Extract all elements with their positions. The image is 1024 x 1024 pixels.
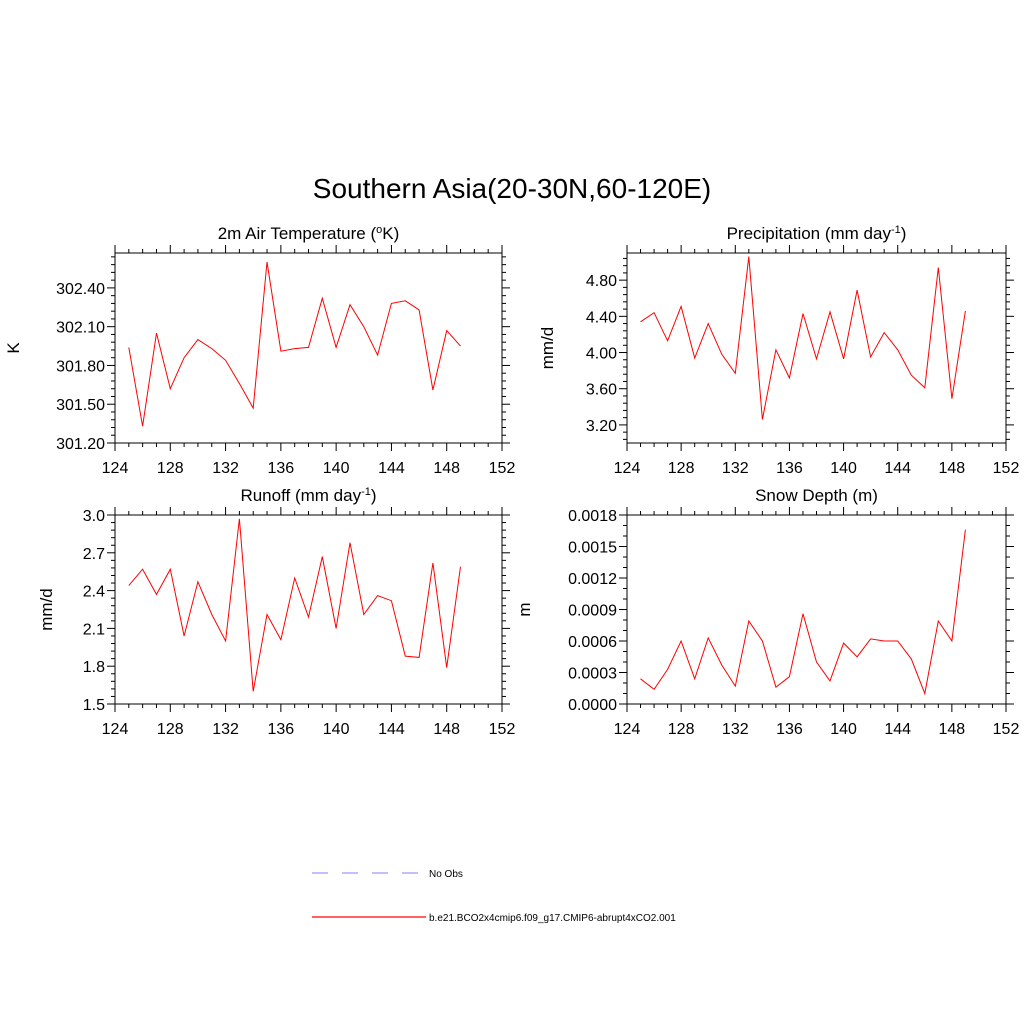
y-tick-label: 4.80 xyxy=(586,273,617,290)
plot-frame xyxy=(626,252,1007,444)
y-tick-label: 301.80 xyxy=(56,358,105,375)
x-tick-label: 148 xyxy=(939,721,966,738)
panel-top-right: 124 128 132 136 140 144 148 152 3.20 3.60 4.00 4.40… xyxy=(538,224,1019,477)
x-tick-label: 148 xyxy=(939,460,966,477)
y-tick-label: 2.7 xyxy=(83,546,105,563)
y-tick-label: 301.50 xyxy=(56,397,105,414)
y-tick-label: 302.40 xyxy=(56,281,105,298)
x-tick-label: 140 xyxy=(323,460,350,477)
x-tick-label: 128 xyxy=(157,460,184,477)
plot-frame xyxy=(626,514,1007,705)
x-tick-label: 144 xyxy=(378,721,405,738)
panel-bottom-right: 124 128 132 136 140 144 148 152 0.0000 0.0003 0.00… xyxy=(515,486,1019,738)
x-tick-label: 124 xyxy=(614,721,641,738)
x-tick-label: 140 xyxy=(323,721,350,738)
x-tick-label: 144 xyxy=(884,721,911,738)
y-axis-label: m xyxy=(515,602,534,616)
x-tick-label: 124 xyxy=(102,721,129,738)
panel-title: Precipitation (mm day-1) xyxy=(727,224,907,243)
y-tick-label: 3.60 xyxy=(586,382,617,399)
x-tick-label: 124 xyxy=(102,460,129,477)
legend-label-no-obs: No Obs xyxy=(429,869,463,880)
x-tick-label: 152 xyxy=(993,460,1020,477)
panels-group: 124 128 132 136 140 144 148 152 301.20 301.50 301.… xyxy=(4,224,1019,738)
x-tick-label: 128 xyxy=(668,460,695,477)
y-tick-label: 0.0003 xyxy=(568,666,617,683)
series-line-model xyxy=(128,518,461,692)
x-tick-label: 148 xyxy=(433,721,460,738)
series-line-model xyxy=(128,261,461,427)
legend-label-model: b.e21.BCO2x4cmip6.f09_g17.CMIP6-abrupt4x… xyxy=(429,913,676,924)
x-tick-label: 144 xyxy=(884,460,911,477)
y-tick-label: 0.0015 xyxy=(568,540,617,557)
x-tick-label: 128 xyxy=(157,721,184,738)
x-tick-label: 132 xyxy=(722,721,749,738)
x-tick-label: 152 xyxy=(489,721,516,738)
y-tick-label: 1.5 xyxy=(83,697,105,714)
series-line-model xyxy=(640,529,966,696)
y-tick-label: 0.0006 xyxy=(568,634,617,651)
y-tick-label: 4.00 xyxy=(586,346,617,363)
y-tick-label: 301.20 xyxy=(56,436,105,453)
x-tick-label: 144 xyxy=(378,460,405,477)
x-tick-label: 136 xyxy=(776,460,803,477)
y-tick-label: 3.20 xyxy=(586,418,617,435)
y-tick-label: 0.0012 xyxy=(568,571,617,588)
x-tick-label: 124 xyxy=(614,460,641,477)
panel-title: 2m Air Temperature (oK) xyxy=(218,224,400,243)
panel-title: Snow Depth (m) xyxy=(755,486,878,505)
y-tick-label: 0.0009 xyxy=(568,603,617,620)
y-axis-label: mm/d xyxy=(538,327,557,370)
y-tick-label: 0.0018 xyxy=(568,508,617,525)
x-tick-label: 140 xyxy=(830,460,857,477)
y-axis-label: K xyxy=(4,342,23,354)
x-tick-label: 132 xyxy=(212,721,239,738)
y-tick-label: 2.1 xyxy=(83,621,105,638)
figure-title: Southern Asia(20-30N,60-120E) xyxy=(313,173,711,204)
panel-title: Runoff (mm day-1) xyxy=(240,486,376,505)
panel-top-left: 124 128 132 136 140 144 148 152 301.20 301.50 301.… xyxy=(4,224,515,477)
x-tick-label: 136 xyxy=(776,721,803,738)
series-line-model xyxy=(640,256,966,420)
legend: No Obs b.e21.BCO2x4cmip6.f09_g17.CMIP6-a… xyxy=(312,869,676,924)
y-axis-label: mm/d xyxy=(37,588,56,631)
x-tick-label: 140 xyxy=(830,721,857,738)
x-tick-label: 148 xyxy=(433,460,460,477)
x-tick-label: 136 xyxy=(268,460,295,477)
plot-frame xyxy=(114,252,503,444)
panel-bottom-left: 124 128 132 136 140 144 148 152 1.5 1.8 2.1 2.4 2.7 3… xyxy=(37,486,515,738)
y-tick-label: 0.0000 xyxy=(568,697,617,714)
x-tick-label: 136 xyxy=(268,721,295,738)
x-tick-label: 152 xyxy=(993,721,1020,738)
y-tick-label: 3.0 xyxy=(83,508,105,525)
x-tick-label: 132 xyxy=(722,460,749,477)
y-tick-label: 4.40 xyxy=(586,309,617,326)
x-tick-label: 128 xyxy=(668,721,695,738)
x-tick-label: 132 xyxy=(212,460,239,477)
plot-frame xyxy=(114,514,503,705)
x-tick-label: 152 xyxy=(489,460,516,477)
y-tick-label: 302.10 xyxy=(56,320,105,337)
y-tick-label: 1.8 xyxy=(83,659,105,676)
y-tick-label: 2.4 xyxy=(83,584,105,601)
